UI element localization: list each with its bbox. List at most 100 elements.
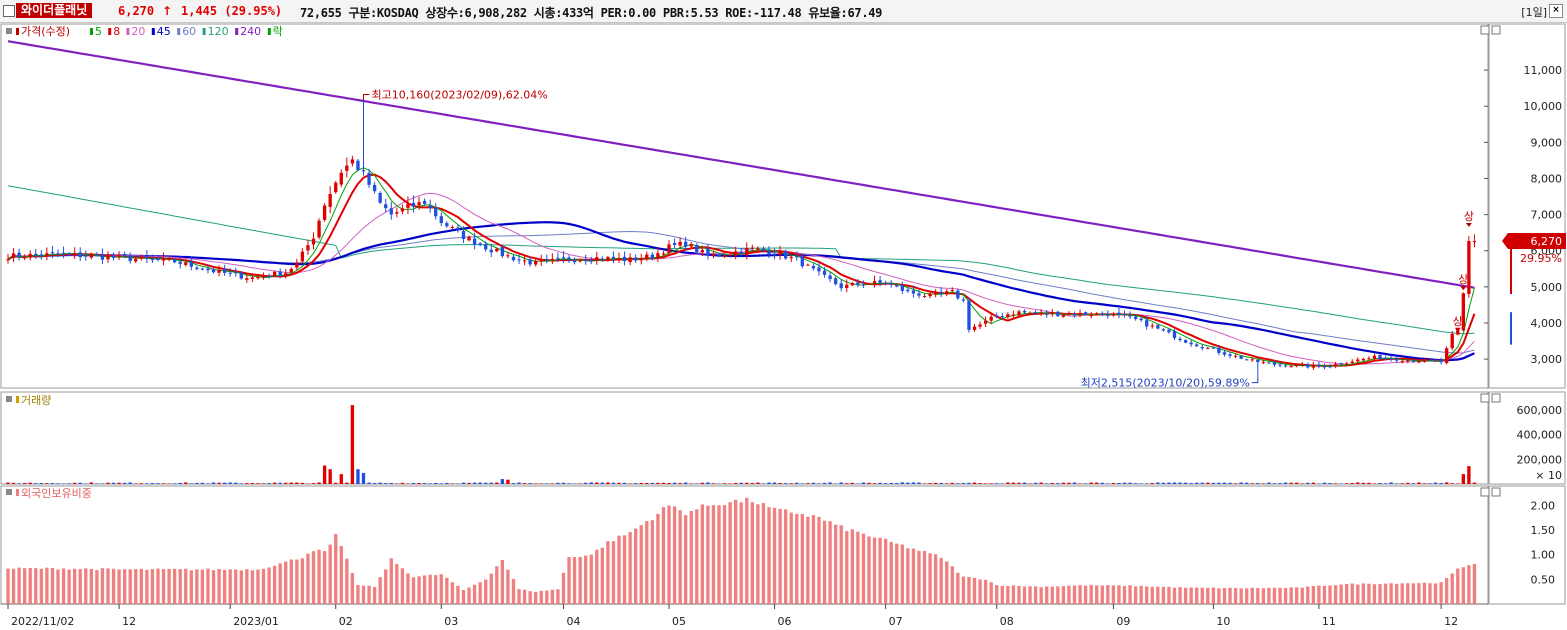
volume-bar <box>1067 482 1071 484</box>
volume-bar <box>789 483 793 484</box>
candle-body <box>1228 354 1232 356</box>
candle-body <box>1461 293 1466 331</box>
volume-bar <box>1395 483 1399 484</box>
foreign-bar <box>567 557 571 604</box>
volume-bar <box>995 483 999 484</box>
foreign-legend: 외국인보유비중 <box>21 487 92 500</box>
volume-bar <box>1145 483 1149 484</box>
foreign-bar <box>1033 586 1038 604</box>
stock-info: 72,655 구분:KOSDAQ 상장수:6,908,282 시총:433억 P… <box>300 6 883 20</box>
volume-bar <box>1172 482 1177 484</box>
volume-bar <box>345 482 349 484</box>
volume-bar <box>106 482 110 484</box>
foreign-bar <box>672 506 677 604</box>
candle-body <box>1117 312 1121 315</box>
foreign-bar <box>1250 587 1254 604</box>
volume-bar <box>1100 482 1104 484</box>
foreign-bar <box>417 576 421 604</box>
candle-body <box>1267 362 1271 364</box>
legend-color-marker <box>267 28 271 35</box>
candle-body <box>1122 314 1127 316</box>
volume-bar <box>472 482 477 484</box>
volume-bar <box>1378 483 1382 484</box>
volume-bar <box>411 482 416 484</box>
volume-bar <box>589 482 593 484</box>
candle-body <box>1039 312 1043 314</box>
foreign-bar <box>78 569 82 604</box>
candle-body <box>1067 313 1071 315</box>
foreign-bar <box>1400 583 1404 604</box>
volume-bar <box>1322 482 1327 484</box>
candle-body <box>22 257 27 259</box>
volume-bar <box>650 482 655 484</box>
candle-body <box>1422 359 1427 362</box>
foreign-bar <box>956 572 960 604</box>
foreign-bar <box>272 565 277 604</box>
volume-bar <box>256 483 260 484</box>
legend-item: 120 <box>208 25 229 38</box>
volume-bar <box>950 482 954 484</box>
candle-body <box>195 267 199 270</box>
volume-bar <box>289 482 293 484</box>
volume-bar <box>1433 482 1438 484</box>
candle-body <box>595 257 599 261</box>
candle-body <box>345 165 349 171</box>
volume-bar <box>889 482 893 484</box>
foreign-tick-label: 1.50 <box>1531 524 1556 537</box>
volume-bar <box>783 483 788 484</box>
candle-body <box>245 278 249 280</box>
volume-bar <box>833 483 838 484</box>
foreign-bar <box>939 557 943 604</box>
candle-body <box>434 207 438 217</box>
legend-item: 5 <box>95 25 102 38</box>
volume-bar <box>356 469 360 484</box>
candle-body <box>634 257 638 261</box>
candle-body <box>950 290 954 292</box>
foreign-bar <box>484 579 488 604</box>
volume-bar <box>328 469 332 484</box>
foreign-bar <box>1128 585 1132 604</box>
volume-bar <box>556 482 560 484</box>
volume-bar <box>128 482 132 484</box>
candle-body <box>722 255 727 257</box>
volume-bar <box>684 482 688 484</box>
candle-body <box>1211 347 1216 349</box>
candle-body <box>1133 316 1138 320</box>
volume-bar <box>1022 482 1027 484</box>
foreign-bar <box>578 556 582 604</box>
foreign-bar <box>11 568 16 604</box>
foreign-bar <box>56 569 60 604</box>
candle-body <box>11 253 16 258</box>
period-selector[interactable]: [1일] <box>1521 6 1547 19</box>
volume-bar <box>72 482 77 484</box>
foreign-bar <box>1117 585 1121 604</box>
volume-bar <box>1411 483 1416 484</box>
stock-name[interactable]: 와이더플래닛 <box>16 3 93 18</box>
volume-bar <box>1272 483 1277 484</box>
low-marker-arrow <box>1251 376 1259 384</box>
foreign-bar <box>1039 587 1043 604</box>
foreign-bar <box>1300 587 1304 604</box>
foreign-bar <box>1006 586 1010 604</box>
select-checkbox[interactable] <box>3 5 15 17</box>
foreign-bar <box>150 569 155 604</box>
foreign-bar <box>67 569 71 604</box>
volume-bar <box>117 482 121 484</box>
foreign-bar <box>850 529 854 604</box>
volume-bar <box>89 482 93 484</box>
volume-bar <box>672 482 677 484</box>
foreign-bar <box>1145 586 1149 604</box>
candle-body <box>728 254 732 256</box>
foreign-bar <box>867 536 871 604</box>
foreign-bar <box>1445 577 1449 604</box>
volume-bar <box>1150 483 1154 484</box>
close-icon[interactable]: × <box>1549 4 1563 18</box>
volume-bar <box>1339 483 1343 484</box>
volume-bar <box>1267 482 1271 484</box>
price-range-bar <box>1510 247 1512 295</box>
volume-bar <box>384 483 388 484</box>
candle-body <box>756 248 760 250</box>
foreign-panel-frame <box>0 485 1489 605</box>
volume-bar <box>756 482 760 484</box>
volume-bar <box>606 482 610 484</box>
